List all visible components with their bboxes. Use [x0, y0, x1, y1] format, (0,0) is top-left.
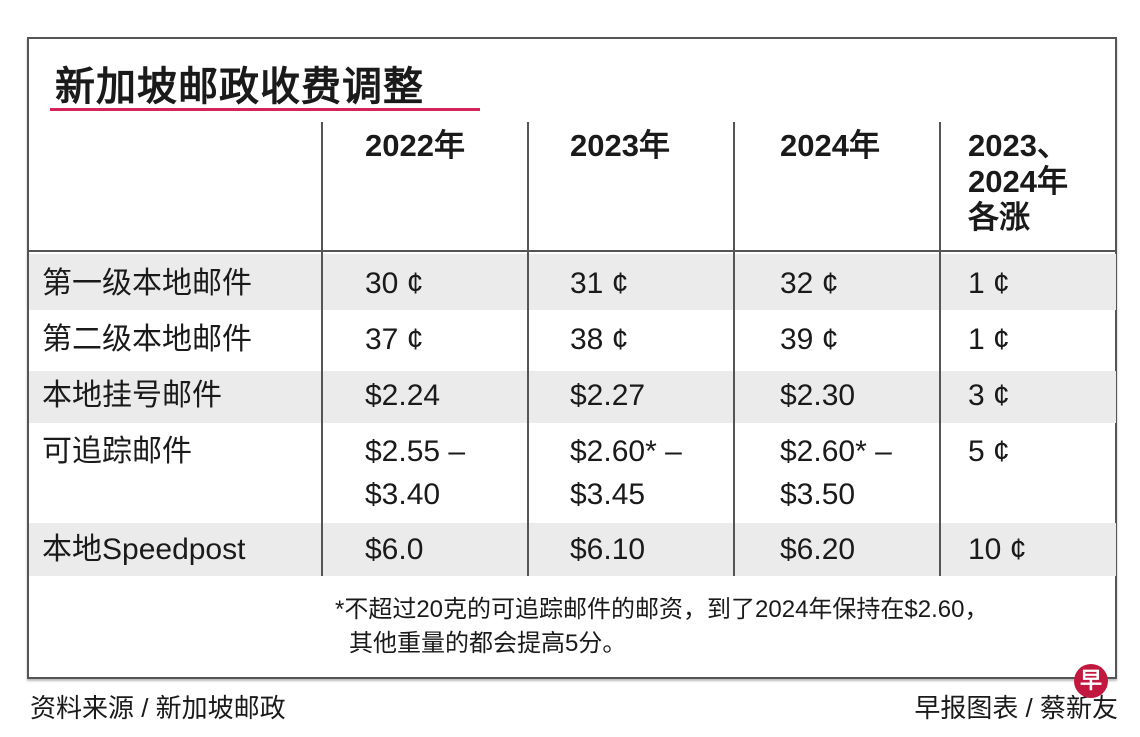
cell-value: $2.60* – [570, 435, 682, 468]
table-cell: 30 ¢ [365, 262, 423, 305]
table-cell: $6.10 [570, 528, 645, 571]
row-label: 第二级本地邮件 [42, 323, 252, 356]
cell-value: $6.20 [780, 533, 856, 566]
cell-value: 37 ¢ [365, 323, 424, 356]
cell-value: $6.10 [570, 533, 646, 566]
row-label: 本地Speedpost [42, 533, 246, 566]
cell-value: 3 ¢ [968, 379, 1010, 412]
cell-value: $2.55 – [365, 435, 466, 468]
table-cell: 37 ¢ [365, 318, 423, 361]
cell-value: $6.0 [365, 533, 424, 566]
table-cell: $6.0 [365, 528, 423, 571]
row-shading [29, 254, 1116, 310]
row-label: 第一级本地邮件 [42, 267, 252, 300]
cell-value: $3.40 [365, 478, 441, 511]
chart-title: 新加坡邮政收费调整 [55, 65, 424, 109]
column-header: 2022年 [365, 128, 465, 163]
cell-value: 32 ¢ [780, 267, 839, 300]
graphic-credit: 早报图表 / 蔡新友 [914, 693, 1118, 723]
table-cell: $6.20 [780, 528, 855, 571]
zaobao-logo: 早 [1074, 664, 1108, 698]
table-cell: 38 ¢ [570, 318, 628, 361]
column-header: 2023年 [570, 128, 670, 163]
cell-value: 5 ¢ [968, 435, 1010, 468]
table-cell: 32 ¢ [780, 262, 838, 305]
row-shading [29, 523, 1116, 576]
column-divider [321, 122, 323, 576]
row-label: 可追踪邮件 [42, 435, 192, 468]
cell-value: $2.60* – [780, 435, 892, 468]
row-label: 本地挂号邮件 [42, 379, 222, 412]
table-cell: $2.24 [365, 374, 440, 417]
table-cell: 31 ¢ [570, 262, 628, 305]
column-divider [939, 122, 941, 576]
column-header: 2023、2024年各涨 [968, 128, 1068, 235]
table-cell: $2.60* – $3.50 [780, 430, 892, 516]
table-cell: $2.55 – $3.40 [365, 430, 465, 516]
column-divider [733, 122, 735, 576]
cell-value: $3.50 [780, 478, 856, 511]
cell-value: $3.45 [570, 478, 646, 511]
title-underline [50, 108, 480, 111]
table-cell: 39 ¢ [780, 318, 838, 361]
table-cell: 5 ¢ [968, 430, 1010, 473]
cell-value: $2.30 [780, 379, 856, 412]
table-cell: $2.27 [570, 374, 645, 417]
table-cell: $2.60* – $3.45 [570, 430, 682, 516]
cell-value: $2.27 [570, 379, 646, 412]
cell-value: 1 ¢ [968, 323, 1010, 356]
table-cell: 3 ¢ [968, 374, 1010, 417]
footnote: *不超过20克的可追踪邮件的邮资，到了2024年保持在$2.60， 其他重量的都… [335, 593, 988, 661]
source-credit: 资料来源 / 新加坡邮政 [30, 693, 286, 723]
table-cell: 1 ¢ [968, 262, 1010, 305]
table-cell: 10 ¢ [968, 528, 1026, 571]
row-shading [29, 371, 1116, 423]
cell-value: 1 ¢ [968, 267, 1010, 300]
cell-value: $2.24 [365, 379, 441, 412]
table-frame [27, 37, 1117, 679]
header-divider [27, 250, 1117, 252]
cell-value: 30 ¢ [365, 267, 424, 300]
footnote-line: 其他重量的都会提高5分。 [349, 630, 627, 657]
table-cell: $2.30 [780, 374, 855, 417]
table-cell: 1 ¢ [968, 318, 1010, 361]
cell-value: 39 ¢ [780, 323, 839, 356]
column-header: 2024年 [780, 128, 880, 163]
cell-value: 31 ¢ [570, 267, 629, 300]
cell-value: 38 ¢ [570, 323, 629, 356]
cell-value: 10 ¢ [968, 533, 1027, 566]
footnote-line: *不超过20克的可追踪邮件的邮资，到了2024年保持在$2.60， [335, 596, 989, 623]
column-divider [527, 122, 529, 576]
